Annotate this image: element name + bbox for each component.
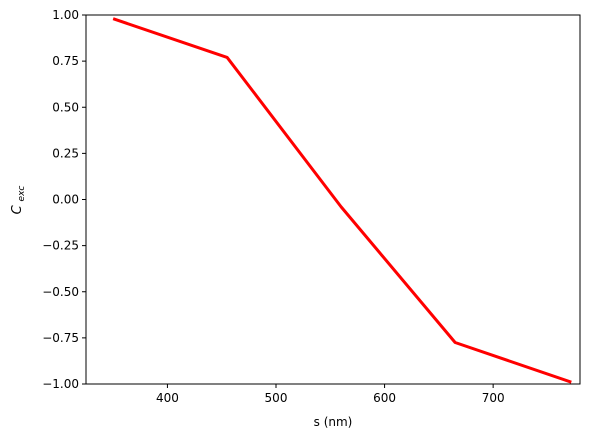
x-axis: 400 500 600 700 bbox=[156, 384, 505, 405]
x-tick-label: 400 bbox=[156, 391, 179, 405]
x-tick-label: 700 bbox=[482, 391, 505, 405]
y-axis-label-base: C bbox=[10, 204, 25, 214]
y-tick-label: −1.00 bbox=[42, 377, 79, 391]
y-tick-label: −0.50 bbox=[42, 285, 79, 299]
y-tick-label: 0.25 bbox=[52, 146, 79, 160]
y-tick-label: 0.75 bbox=[52, 54, 79, 68]
y-tick-label: 0.00 bbox=[52, 193, 79, 207]
x-axis-label: s (nm) bbox=[314, 415, 353, 429]
series-layer bbox=[112, 17, 572, 384]
plot-background bbox=[86, 15, 580, 384]
y-tick-label: −0.75 bbox=[42, 331, 79, 345]
x-tick-label: 600 bbox=[373, 391, 396, 405]
y-tick-label: −0.25 bbox=[42, 239, 79, 253]
x-tick-label: 500 bbox=[265, 391, 288, 405]
y-axis-label-subscript: exc bbox=[17, 186, 27, 202]
y-axis-label: C exc bbox=[10, 186, 27, 215]
series-line bbox=[112, 17, 572, 384]
y-tick-label: 1.00 bbox=[52, 8, 79, 22]
y-tick-label: 0.50 bbox=[52, 100, 79, 114]
y-axis: 1.00 0.75 0.50 0.25 0.00 −0.25 −0.50 −0.75 −1.00 bbox=[42, 8, 86, 391]
